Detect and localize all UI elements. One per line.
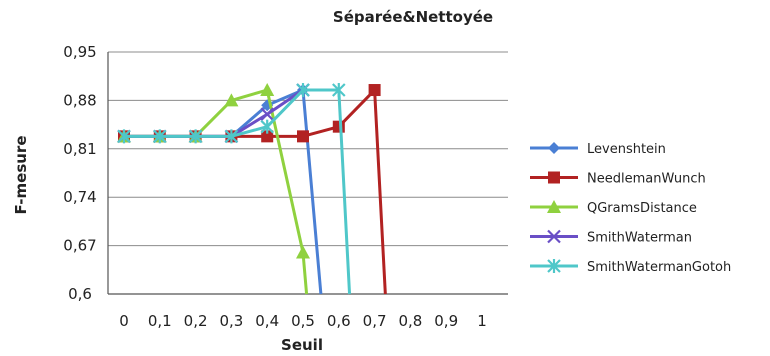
y-tick-labels: 0,95 0,88 0,81 0,74 0,67 0,6 — [63, 43, 96, 303]
data-point — [260, 83, 275, 97]
legend-label: SmithWaterman — [587, 231, 692, 246]
x-tick-label: 0,9 — [434, 312, 458, 330]
data-point — [260, 119, 274, 134]
data-point — [260, 107, 274, 122]
data-point — [224, 93, 239, 107]
data-point — [368, 84, 381, 97]
x-tick-label: 0 — [119, 312, 129, 330]
legend-marker — [548, 142, 560, 154]
data-point — [224, 129, 239, 144]
y-tick-label: 0,67 — [63, 237, 96, 255]
legend-label: NeedlemanWunch — [587, 172, 706, 187]
series-qgramsdistance — [117, 83, 310, 295]
data-point — [332, 83, 346, 98]
data-point — [297, 130, 309, 143]
data-point — [296, 245, 310, 259]
legend-item: SmithWatermanGotoh — [530, 259, 731, 275]
x-tick-label: 0,7 — [363, 312, 387, 330]
data-point — [296, 83, 310, 98]
legend-item: NeedlemanWunch — [530, 171, 706, 187]
data-point — [188, 129, 203, 144]
x-tick-label: 0,2 — [184, 312, 208, 330]
legend-marker — [547, 229, 561, 244]
series-line — [124, 88, 352, 295]
legend-item: Levenshtein — [530, 142, 666, 157]
legend-marker — [548, 171, 560, 184]
x-tick-label: 0,6 — [327, 312, 351, 330]
y-tick-label: 0,74 — [63, 188, 96, 206]
x-tick-label: 0,1 — [148, 312, 172, 330]
x-tick-label: 0,3 — [219, 312, 243, 330]
data-point — [153, 129, 167, 144]
series-line — [124, 88, 323, 295]
y-axis-title: F-mesure — [12, 136, 30, 215]
y-tick-label: 0,6 — [68, 285, 92, 303]
x-tick-label: 0,5 — [291, 312, 315, 330]
data-point — [117, 129, 131, 144]
x-axis-title: Seuil — [281, 336, 323, 354]
y-tick-label: 0,81 — [63, 140, 96, 158]
legend-item: SmithWaterman — [530, 229, 692, 246]
legend-label: QGramsDistance — [587, 201, 697, 216]
series-line — [124, 88, 309, 295]
legend-label: Levenshtein — [587, 142, 666, 157]
x-tick-label: 1 — [477, 312, 487, 330]
data-point — [261, 130, 274, 143]
x-tick-label: 0,4 — [255, 312, 279, 330]
legend: Levenshtein NeedlemanWunch QGramsDistance S… — [530, 142, 731, 275]
legend-item: QGramsDistance — [530, 200, 697, 216]
series-smithwatermangotoh — [117, 83, 352, 295]
marker-stroke — [547, 229, 561, 244]
x-tick-labels: 0 0,1 0,2 0,3 0,4 0,5 0,6 0,7 0,8 0,9 1 — [119, 312, 487, 330]
chart-title: Séparée&Nettoyée — [333, 8, 493, 26]
legend-marker — [547, 200, 561, 213]
series-layer — [117, 83, 387, 295]
legend-label: SmithWatermanGotoh — [587, 260, 731, 275]
data-point — [332, 120, 345, 133]
marker-stroke — [260, 107, 274, 122]
x-tick-label: 0,8 — [398, 312, 422, 330]
legend-marker — [547, 259, 561, 273]
y-tick-label: 0,95 — [63, 43, 96, 61]
y-tick-label: 0,88 — [63, 91, 96, 109]
axes — [107, 52, 508, 295]
